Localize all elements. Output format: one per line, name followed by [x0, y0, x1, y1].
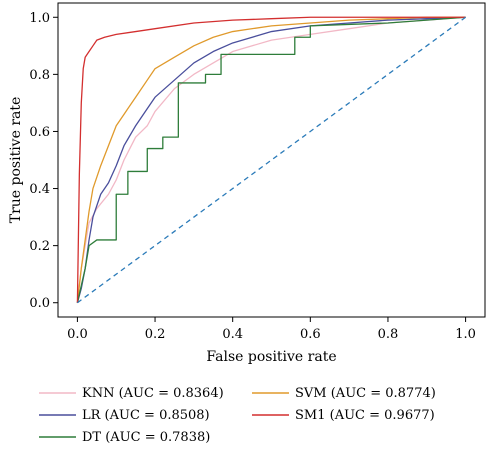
series-line-0 [76, 16, 466, 303]
x-axis-ticks: 0.0 0.2 0.4 0.6 0.8 1.0 [67, 317, 476, 342]
series-line-4 [76, 16, 466, 303]
x-tick-label: 0.8 [378, 327, 399, 342]
plot-frame [57, 2, 486, 318]
y-tick-label: 0.0 [29, 296, 50, 311]
legend-label-svm: SVM (AUC = 0.8774) [295, 386, 436, 401]
legend-label-dt: DT (AUC = 0.7838) [82, 430, 210, 445]
x-tick-label: 0.4 [222, 327, 243, 342]
y-tick-label: 0.8 [29, 68, 50, 83]
series-line-2 [76, 16, 466, 303]
y-tick-label: 1.0 [29, 11, 50, 26]
x-tick-label: 0.0 [67, 327, 88, 342]
diagonal-reference-line [77, 16, 466, 304]
x-tick-label: 0.2 [145, 327, 166, 342]
legend-label-sm1: SM1 (AUC = 0.9677) [295, 408, 435, 423]
legend: KNN (AUC = 0.8364) LR (AUC = 0.8508) DT (A… [39, 386, 436, 445]
y-tick-label: 0.4 [29, 182, 50, 197]
legend-label-lr: LR (AUC = 0.8508) [82, 408, 210, 423]
x-axis-label: False positive rate [206, 349, 336, 365]
legend-label-knn: KNN (AUC = 0.8364) [82, 386, 224, 401]
y-tick-label: 0.2 [29, 239, 50, 254]
series-line-1 [76, 16, 466, 303]
y-axis-ticks: 0.0 0.2 0.4 0.6 0.8 1.0 [29, 11, 58, 311]
series-line-3 [76, 16, 466, 303]
series-layer [76, 16, 466, 304]
x-tick-label: 1.0 [455, 327, 476, 342]
x-tick-label: 0.6 [300, 327, 321, 342]
y-tick-label: 0.6 [29, 125, 50, 140]
y-axis-label: True positive rate [8, 97, 24, 224]
